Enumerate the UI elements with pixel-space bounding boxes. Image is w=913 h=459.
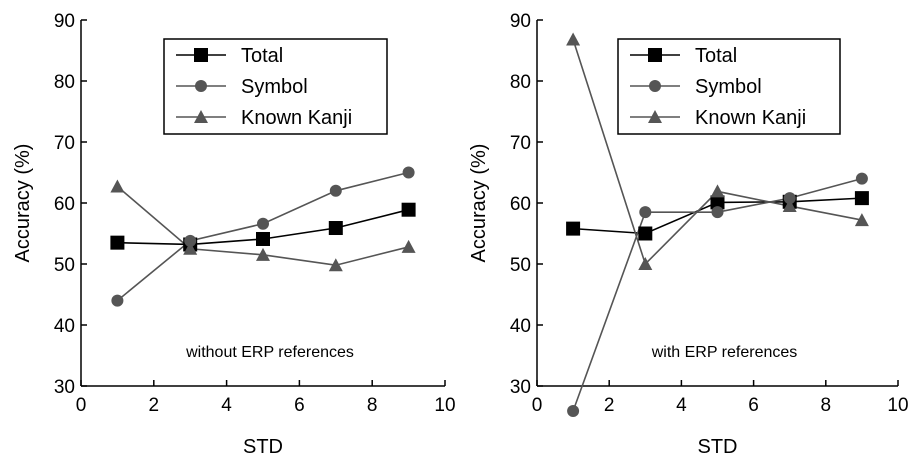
data-point-triangle (782, 199, 797, 213)
legend: Total Symbol Known Kanji (617, 38, 841, 135)
y-tick-label: 70 (510, 133, 531, 154)
x-axis-label: STD (698, 436, 738, 458)
y-axis-label: Accuracy (%) (468, 144, 490, 263)
data-point-square (256, 231, 270, 246)
data-point-triangle (566, 32, 581, 46)
y-tick-label: 80 (510, 72, 531, 93)
legend-label: Total (695, 45, 737, 67)
legend-label: Known Kanji (241, 107, 352, 129)
legend-label: Symbol (241, 76, 308, 98)
data-point-circle (783, 192, 796, 205)
data-point-triangle (256, 247, 270, 261)
data-point-square (110, 235, 125, 250)
legend-marker-circle (649, 80, 661, 92)
data-point-triangle (854, 213, 869, 227)
data-point-square (638, 226, 653, 241)
data-point-circle (402, 166, 415, 179)
data-point-circle (184, 234, 197, 247)
y-tick-label: 60 (54, 194, 75, 215)
x-tick-label: 4 (676, 395, 687, 416)
x-tick-label: 0 (532, 395, 543, 416)
panel-annotation: with ERP references (651, 344, 798, 361)
data-point-circle (639, 206, 652, 219)
data-point-triangle (328, 258, 343, 272)
y-tick-label: 40 (54, 316, 75, 337)
x-tick-label: 10 (887, 395, 908, 416)
legend-marker-triangle (194, 110, 208, 123)
y-tick-label: 40 (510, 316, 531, 337)
x-tick-label: 2 (604, 395, 615, 416)
data-point-circle (329, 184, 342, 197)
data-point-triangle (710, 184, 725, 198)
data-point-square (328, 221, 343, 236)
y-tick-label: 30 (54, 377, 75, 398)
x-tick-label: 0 (76, 395, 87, 416)
data-point-triangle (401, 239, 416, 253)
chart-panel-2: 30 40 50 60 70 80 90 0 2 4 6 8 10 STD Accuracy (%) with… (468, 11, 909, 458)
legend-marker-triangle (648, 110, 662, 123)
data-point-circle (111, 294, 124, 307)
x-tick-label: 10 (434, 395, 455, 416)
legend-marker-square (194, 48, 208, 62)
data-point-triangle (638, 257, 653, 270)
x-tick-label: 4 (221, 395, 232, 416)
chart-panel-1: 30 40 50 60 70 80 90 0 2 4 6 8 10 STD Accuracy (%) with… (12, 11, 456, 458)
data-point-square (710, 195, 725, 210)
y-tick-label: 50 (54, 255, 75, 276)
data-point-square (566, 221, 581, 236)
panel-annotation: without ERP references (185, 344, 354, 361)
data-point-square (854, 191, 869, 206)
x-tick-label: 6 (294, 395, 305, 416)
data-point-square (401, 202, 416, 217)
legend-label: Known Kanji (695, 107, 806, 129)
data-point-circle (711, 206, 724, 219)
legend-label: Total (241, 45, 283, 67)
legend-marker-circle (195, 80, 207, 92)
data-point-circle (567, 405, 580, 418)
x-tick-label: 8 (367, 395, 378, 416)
y-tick-label: 90 (510, 11, 531, 32)
y-tick-label: 80 (54, 72, 75, 93)
y-tick-label: 90 (54, 11, 75, 32)
y-tick-label: 60 (510, 194, 531, 215)
data-point-triangle (110, 179, 125, 193)
y-tick-label: 50 (510, 255, 531, 276)
x-tick-label: 8 (821, 395, 832, 416)
x-tick-label: 2 (149, 395, 160, 416)
y-tick-label: 30 (510, 377, 531, 398)
legend-label: Symbol (695, 76, 762, 98)
x-axis-label: STD (243, 436, 283, 458)
data-point-circle (855, 172, 868, 185)
data-point-circle (257, 217, 269, 230)
y-axis-label: Accuracy (%) (12, 144, 34, 263)
y-tick-label: 70 (54, 133, 75, 154)
x-tick-label: 6 (748, 395, 759, 416)
data-point-triangle (183, 241, 198, 255)
legend-marker-square (648, 48, 662, 62)
legend: Total Symbol Known Kanji (163, 38, 388, 135)
